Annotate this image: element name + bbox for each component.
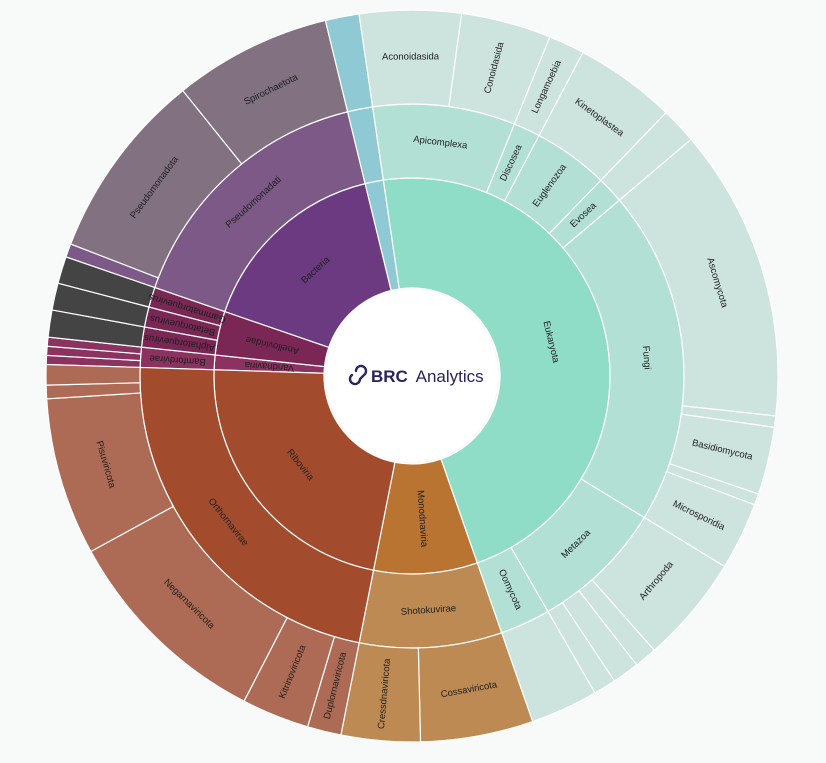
sunburst-arcs — [45, 9, 779, 743]
logo-brand: BRC — [371, 367, 408, 386]
center-logo: BRC Analytics — [326, 290, 498, 462]
segment-shotokuvirae[interactable] — [358, 562, 503, 649]
segment-aconoidasida[interactable] — [358, 9, 463, 108]
brc-logo-icon — [348, 364, 368, 386]
segment-unlabeled[interactable] — [45, 363, 141, 386]
center-circle — [326, 290, 498, 462]
svg-text:BRC Analytics: BRC Analytics — [371, 367, 484, 386]
logo-product: Analytics — [416, 367, 484, 386]
